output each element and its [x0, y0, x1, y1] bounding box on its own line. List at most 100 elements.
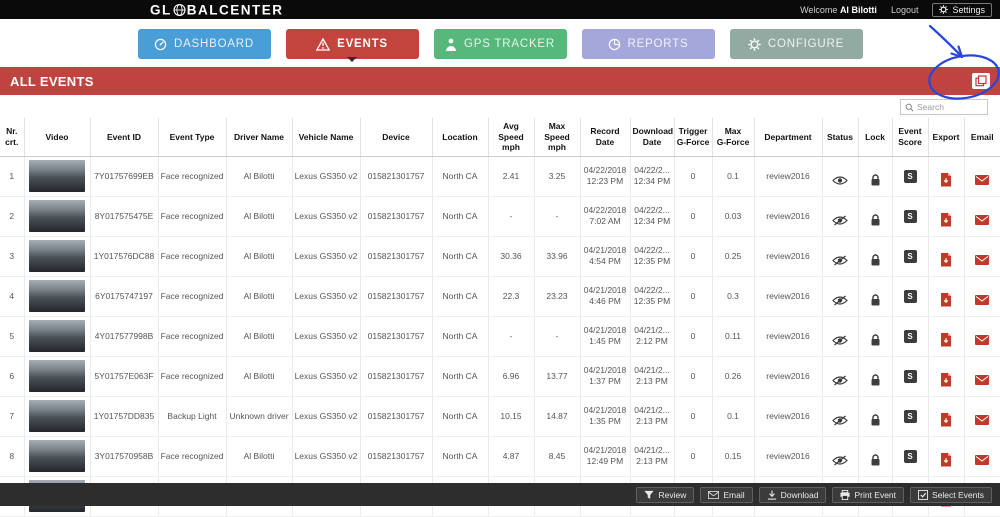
review-label: Review — [658, 489, 687, 500]
email-icon[interactable] — [975, 215, 990, 226]
cell-email — [964, 156, 1000, 197]
table-row[interactable]: 4 6Y0175747197 Face recognized Al Bilott… — [0, 276, 1000, 317]
video-thumbnail[interactable] — [29, 280, 85, 313]
cell-download-date: 04/21/2... 2:13 PM — [630, 436, 675, 477]
table-row[interactable]: 3 1Y017576DC88 Face recognized Al Bilott… — [0, 236, 1000, 277]
lock-icon[interactable] — [870, 414, 881, 427]
email-button[interactable]: Email — [700, 486, 753, 503]
eye-off-icon[interactable] — [832, 455, 848, 466]
cell-device: 015821301757 — [360, 196, 433, 237]
email-icon[interactable] — [975, 335, 990, 346]
table-row[interactable]: 7 1Y01757DD835 Backup Light Unknown driv… — [0, 396, 1000, 437]
email-icon[interactable] — [975, 455, 990, 466]
table-row[interactable]: 1 7Y01757699EB Face recognized Al Bilott… — [0, 156, 1000, 197]
export-events-button[interactable] — [972, 73, 990, 89]
video-thumbnail[interactable] — [29, 160, 85, 193]
checklist-icon — [918, 489, 929, 500]
export-pdf-icon[interactable] — [940, 373, 952, 387]
download-button[interactable]: Download — [758, 486, 827, 503]
cell-download-date: 04/22/2... 12:34 PM — [630, 156, 675, 197]
eye-off-icon[interactable] — [832, 295, 848, 306]
lock-icon[interactable] — [870, 374, 881, 387]
video-thumbnail[interactable] — [29, 320, 85, 353]
cell-export — [928, 436, 965, 477]
event-score-icon[interactable]: S — [903, 409, 917, 423]
cell-trigger-gforce: 0 — [674, 396, 713, 437]
cell-nr: 1 — [0, 156, 25, 197]
cell-device: 015821301757 — [360, 156, 433, 197]
tab-events-label: EVENTS — [337, 38, 388, 50]
cell-department: review2016 — [754, 196, 823, 237]
table-row[interactable]: 2 8Y017575475E Face recognized Al Bilott… — [0, 196, 1000, 237]
lock-icon[interactable] — [870, 294, 881, 307]
eye-off-icon[interactable] — [832, 415, 848, 426]
export-pdf-icon[interactable] — [940, 413, 952, 427]
video-thumbnail[interactable] — [29, 400, 85, 433]
video-thumbnail[interactable] — [29, 440, 85, 473]
cell-download-date: 04/21/2... 2:13 PM — [630, 396, 675, 437]
lock-icon[interactable] — [870, 454, 881, 467]
cell-event-score: S — [892, 316, 929, 357]
table-row[interactable]: 5 4Y017577998B Face recognized Al Bilott… — [0, 316, 1000, 357]
event-score-icon[interactable]: S — [903, 169, 917, 183]
video-thumbnail[interactable] — [29, 240, 85, 273]
email-icon[interactable] — [975, 295, 990, 306]
tab-dashboard[interactable]: DASHBOARD — [137, 29, 271, 59]
cell-event-type: Face recognized — [158, 196, 227, 237]
export-pdf-icon[interactable] — [940, 253, 952, 267]
eye-icon[interactable] — [832, 175, 848, 186]
settings-button[interactable]: Settings — [932, 2, 992, 17]
lock-icon[interactable] — [870, 174, 881, 187]
lock-icon[interactable] — [870, 334, 881, 347]
select-events-button[interactable]: Select Events — [910, 486, 992, 503]
event-score-icon[interactable]: S — [903, 449, 917, 463]
event-score-icon[interactable]: S — [903, 289, 917, 303]
email-icon[interactable] — [975, 175, 990, 186]
email-icon[interactable] — [975, 375, 990, 386]
export-pdf-icon[interactable] — [940, 213, 952, 227]
event-score-icon[interactable]: S — [903, 329, 917, 343]
cell-avg-speed: 4.87 — [488, 436, 535, 477]
cell-video — [24, 356, 91, 397]
print-event-button[interactable]: Print Event — [832, 486, 905, 503]
video-thumbnail[interactable] — [29, 200, 85, 233]
export-pdf-icon[interactable] — [940, 333, 952, 347]
cell-location: North CA — [432, 156, 489, 197]
logout-button[interactable]: Logout — [890, 4, 919, 15]
export-pdf-icon[interactable] — [940, 453, 952, 467]
cell-lock — [858, 196, 893, 237]
all-events-bar: ALL EVENTS — [0, 67, 1000, 95]
eye-off-icon[interactable] — [832, 215, 848, 226]
video-thumbnail[interactable] — [29, 360, 85, 393]
table-row[interactable]: 6 5Y01757E063F Face recognized Al Bilott… — [0, 356, 1000, 397]
lock-icon[interactable] — [870, 214, 881, 227]
export-pdf-icon[interactable] — [940, 173, 952, 187]
cell-event-id: 5Y01757E063F — [90, 356, 159, 397]
review-button[interactable]: Review — [636, 486, 695, 503]
tab-reports-label: REPORTS — [627, 38, 689, 50]
cell-record-date: 04/21/2018 4:46 PM — [580, 276, 631, 317]
lock-icon[interactable] — [870, 254, 881, 267]
table-row[interactable]: 8 3Y017570958B Face recognized Al Bilott… — [0, 436, 1000, 477]
event-score-icon[interactable]: S — [903, 369, 917, 383]
tab-configure[interactable]: CONFIGURE — [729, 29, 863, 59]
email-icon[interactable] — [975, 415, 990, 426]
export-pdf-icon[interactable] — [940, 293, 952, 307]
cell-record-date: 04/22/2018 12:23 PM — [580, 156, 631, 197]
event-score-glyph: S — [907, 411, 913, 421]
col-header-max-gforce: Max G-Force — [712, 118, 755, 157]
tab-reports[interactable]: REPORTS — [581, 29, 715, 59]
event-score-glyph: S — [907, 171, 913, 181]
event-score-icon[interactable]: S — [903, 249, 917, 263]
email-icon[interactable] — [975, 255, 990, 266]
event-score-icon[interactable]: S — [903, 209, 917, 223]
cell-max-speed: 14.87 — [534, 396, 581, 437]
tab-events[interactable]: EVENTS — [285, 29, 419, 59]
gps-person-icon — [445, 38, 457, 51]
tab-gps-tracker[interactable]: GPS TRACKER — [433, 29, 567, 59]
col-header-avg-speed: Avg Speed mph — [488, 118, 535, 157]
eye-off-icon[interactable] — [832, 335, 848, 346]
eye-off-icon[interactable] — [832, 375, 848, 386]
eye-off-icon[interactable] — [832, 255, 848, 266]
search-input[interactable] — [917, 102, 983, 112]
